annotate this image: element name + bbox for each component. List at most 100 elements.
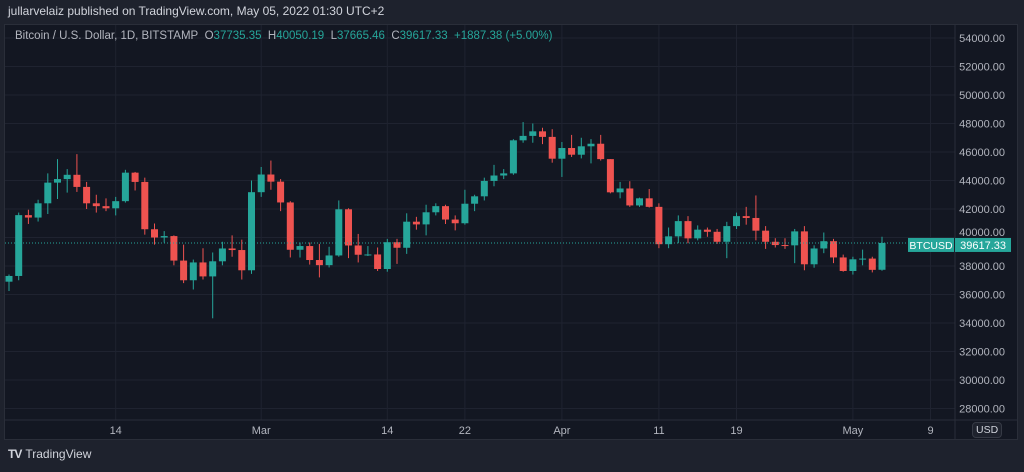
symbol-tag [908,237,954,252]
candle-up [403,221,411,248]
price-tick-label: 28000.00 [959,404,1005,416]
candle-up [335,209,343,256]
candle-up [364,254,372,256]
candle-up [112,201,120,209]
candle-down [606,159,614,193]
candle-up [558,148,566,159]
candle-up [636,198,643,206]
close-label: C [391,30,400,42]
candle-up [383,242,391,269]
candle-down [180,260,188,281]
candle-down [839,257,847,271]
candle-down [442,206,449,220]
brand-name[interactable]: TradingView [25,447,92,461]
candle-down [451,219,459,224]
candle-down [267,174,275,182]
candle-down [684,221,692,239]
candle-up [791,231,799,246]
candle-down [73,174,81,187]
ohlc-legend: Bitcoin / U.S. Dollar, 1D, BITSTAMP O377… [15,30,552,42]
high-value: 40050.19 [276,30,325,42]
tradingview-logo-icon: TV [8,447,22,461]
time-tick-label: Apr [553,425,570,437]
low-value: 37665.46 [336,30,385,42]
symbol-tag-label: BTCUSD [909,240,953,252]
candle-up [257,174,265,193]
candle-down [141,181,149,230]
candle-down [170,236,178,261]
symbol-description: Bitcoin / U.S. Dollar, 1D, BITSTAMP [15,30,199,42]
candle-down [868,258,876,270]
candle-down [412,221,420,225]
candle-down [713,231,721,242]
publisher-caption: jullarvelaiz published on TradingView.co… [8,4,385,18]
candle-up [616,188,624,193]
candle-down [228,248,236,251]
time-tick-label: Mar [252,425,271,437]
candle-down [238,250,246,271]
candle-up [694,229,702,239]
candle-down [199,262,207,277]
last-price-tag [955,237,1011,252]
currency-button[interactable]: USD [972,422,1003,438]
time-tick-label: 19 [730,425,742,437]
candle-down [83,186,91,204]
candle-up [325,255,333,266]
candle-up [432,206,440,213]
candle-down [131,172,139,182]
price-tick-label: 46000.00 [959,147,1005,159]
time-tick-label: 14 [381,425,393,437]
candle-up [723,226,731,242]
price-tick-label: 48000.00 [959,119,1005,131]
price-tick-label: 38000.00 [959,261,1005,273]
price-tick-label: 42000.00 [959,204,1005,216]
candle-down [781,245,789,247]
candle-down [752,217,760,231]
price-tick-label: 54000.00 [959,33,1005,45]
candle-up [63,174,71,180]
candle-down [24,215,32,218]
candle-up [248,192,255,271]
open-value: 37735.35 [213,30,262,42]
candle-down [286,202,294,250]
price-tick-label: 52000.00 [959,62,1005,74]
candle-up [471,196,479,204]
change-value: +1887.38 (+5.00%) [454,30,553,42]
candle-up [34,203,42,218]
candle-up [480,180,488,197]
candle-up [15,215,23,276]
candle-down [655,206,663,245]
candle-up [519,135,527,141]
price-tick-label: 32000.00 [959,347,1005,359]
chart-pane[interactable] [4,24,1018,440]
candle-down [626,188,634,206]
candle-up [461,203,469,224]
candle-up [54,179,61,183]
candle-down [277,181,285,203]
open-label: O [204,30,214,42]
candle-down [393,242,401,248]
candle-down [306,246,314,261]
candle-up [189,262,197,281]
footer: TV TradingView [8,447,91,461]
candle-down [568,148,576,155]
candle-up [5,275,13,282]
candle-down [345,209,352,246]
last-price-label: 39617.33 [960,240,1006,252]
low-label: L [330,30,337,42]
candle-up [529,131,537,136]
candle-down [548,136,556,159]
candle-up [490,175,498,181]
candle-down [539,131,546,137]
candle-up [810,248,818,265]
price-tick-label: 36000.00 [959,290,1005,302]
candle-down [762,230,770,242]
candle-down [771,241,779,246]
candle-up [665,236,673,245]
time-tick-label: 22 [459,425,471,437]
candle-down [742,216,750,218]
candle-up [209,261,217,277]
candle-up [218,248,226,262]
time-tick-label: 14 [110,425,122,437]
